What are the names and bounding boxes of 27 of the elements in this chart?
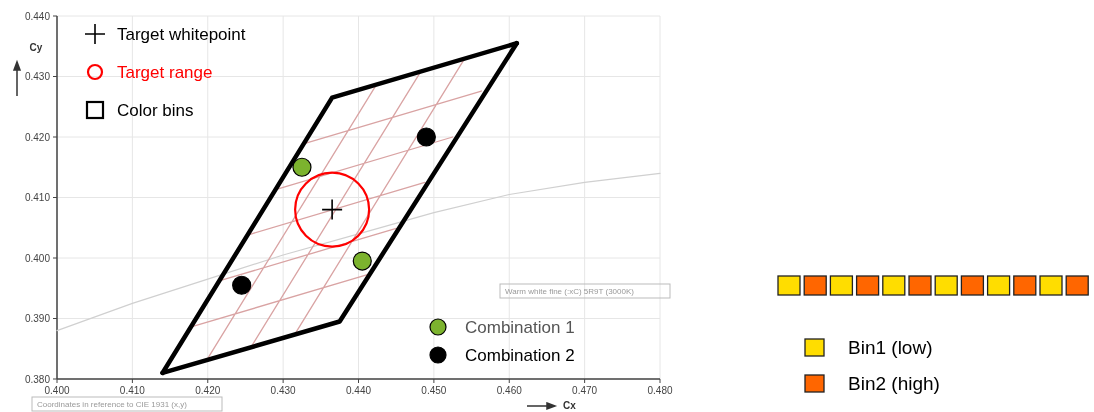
x-axis-title: Cx xyxy=(563,400,577,411)
y-tick-label: 0.430 xyxy=(24,71,51,82)
text: Bin2 (high) xyxy=(848,373,940,394)
annotation: Warm white fine (:xC) 5R9T (3000K) xyxy=(505,287,635,296)
x-tick-label: 0.480 xyxy=(647,385,673,396)
x-tick-label: 0.470 xyxy=(572,385,598,396)
legend-label: Target whitepoint xyxy=(117,25,246,44)
x-tick-label: 0.440 xyxy=(345,385,372,396)
y-tick-label: 0.390 xyxy=(24,313,51,324)
x-tick-label: 0.410 xyxy=(119,385,146,396)
text: Coordinates in reference to CIE 1931 (x,y) xyxy=(37,400,188,409)
y-tick-label: 0.400 xyxy=(24,252,51,264)
legend-label: Target range xyxy=(117,63,213,82)
legend-label: Combination 1 xyxy=(465,318,575,337)
x-tick-label: 0.430 xyxy=(270,385,297,396)
y-tick-label: 0.410 xyxy=(24,192,51,203)
y-tick-label: 0.420 xyxy=(24,131,51,143)
legend-label: Combination 2 xyxy=(465,346,575,365)
y-tick-label: 0.380 xyxy=(24,373,51,385)
x-tick-label: 0.400 xyxy=(44,385,70,396)
y-tick-label: 0.440 xyxy=(24,10,51,22)
x-tick-label: 0.450 xyxy=(421,385,447,396)
legend-label: Color bins xyxy=(117,101,194,120)
y-axis-title: Cy xyxy=(29,42,43,53)
x-tick-label: 0.420 xyxy=(195,385,221,396)
text: Bin1 (low) xyxy=(848,337,933,358)
x-tick-label: 0.460 xyxy=(496,385,523,396)
